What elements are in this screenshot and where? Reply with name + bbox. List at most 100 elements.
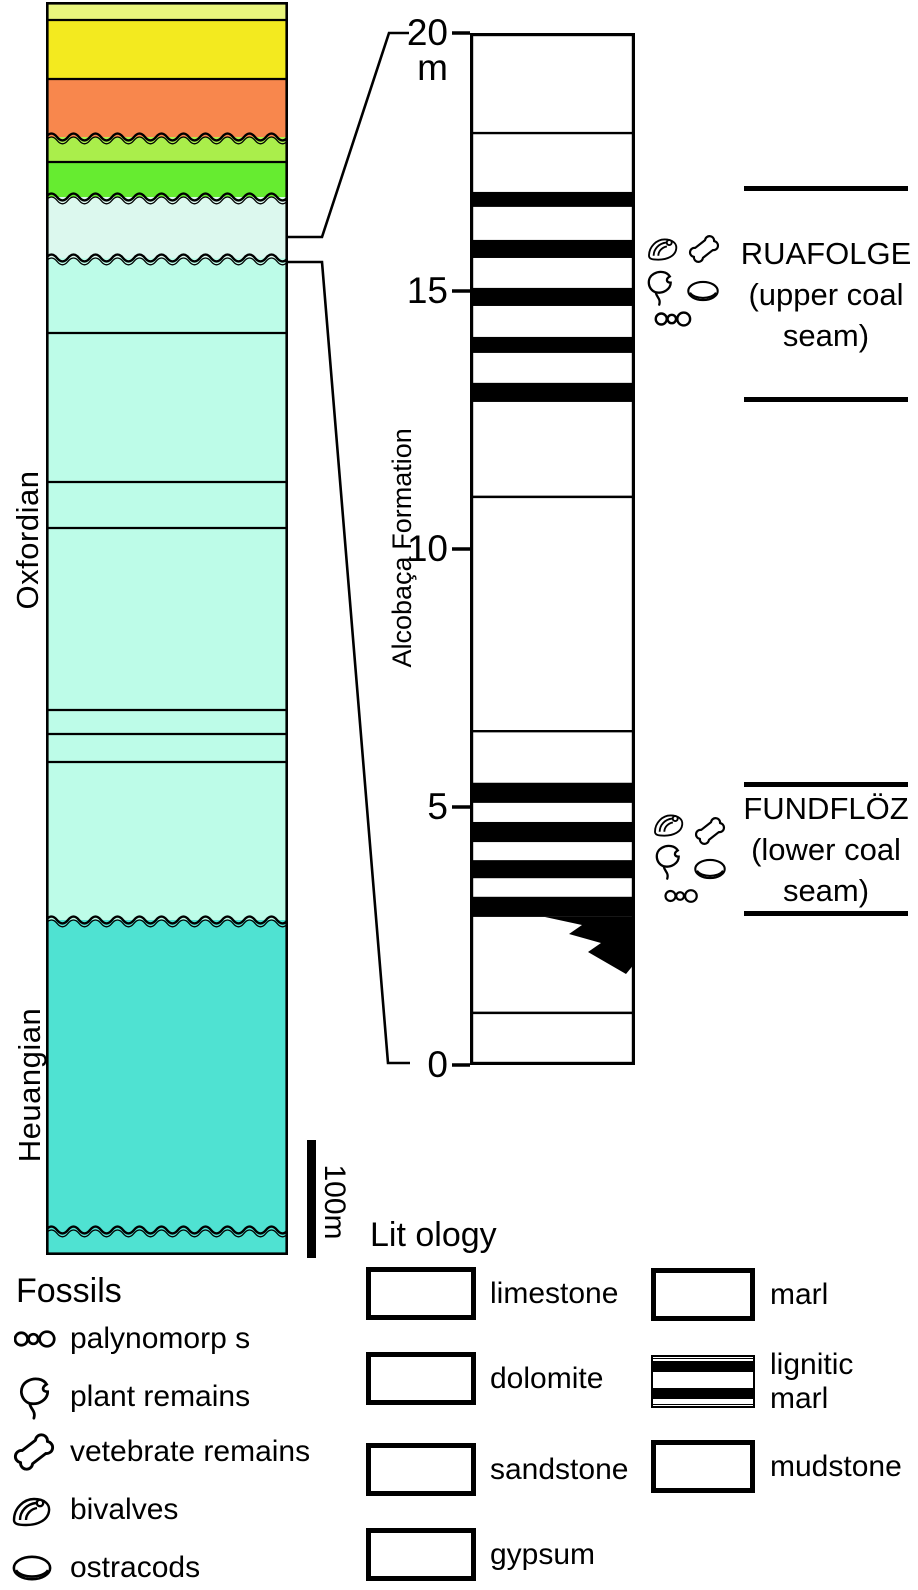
lithology-swatch-dolomite	[366, 1352, 476, 1405]
palynomorphs-icon	[662, 886, 704, 906]
palynomorphs-icon	[654, 308, 696, 330]
seam-bracket-bottom	[744, 397, 908, 402]
ostracod-icon	[684, 278, 722, 304]
lignite-band	[470, 860, 635, 879]
seam-annotation-upper: RUAFOLGE (upper coal seam)	[741, 186, 912, 402]
seam-subtitle: (upper coal seam)	[748, 276, 904, 353]
wavy-unconformity-echo-line	[46, 919, 288, 928]
seam-bracket-top	[744, 186, 908, 191]
bivalve-legend-icon	[6, 1492, 58, 1528]
lithology-legend-label: marl	[770, 1277, 829, 1311]
lithology-legend-label: gypsum	[490, 1537, 596, 1571]
axis-label-15m: 15	[406, 270, 448, 311]
formation-label: Alcobaça	[387, 556, 417, 668]
wavy-unconformity-echo-line	[46, 136, 288, 145]
lignite-band	[470, 382, 635, 402]
fossil-legend-label: plant remains	[70, 1380, 251, 1413]
stage-unit	[46, 920, 288, 1232]
swatch-hairline	[653, 1403, 753, 1406]
plant-icon	[646, 268, 676, 306]
detail-column-border	[470, 33, 635, 1065]
lithology-legend-label: dolomite	[490, 1361, 604, 1395]
stage-unit	[46, 710, 288, 736]
stage-unit	[46, 528, 288, 712]
stage-unit	[46, 197, 288, 260]
seam-text-lines: FUNDFLÖZ (lower coal seam)	[743, 788, 908, 911]
fossil-legend-label: palynomorp s	[70, 1322, 251, 1355]
ostracod-legend-icon	[8, 1552, 56, 1584]
stage-unit	[46, 137, 288, 164]
stage-label-heuangian: Heuangian	[12, 1007, 47, 1163]
plant-legend-icon	[18, 1374, 54, 1420]
wavy-unconformity-line	[46, 192, 288, 202]
lignite-band	[470, 336, 635, 353]
wavy-unconformity-line	[46, 253, 288, 263]
axis-label-10m: 10	[406, 528, 448, 569]
scale-bar-label: 100m	[318, 1164, 351, 1240]
stage-unit	[46, 79, 288, 139]
lignite-band	[470, 821, 635, 843]
stage-column-border	[46, 2, 288, 1255]
seam-text: FUNDFLÖZ (lower coal seam)	[743, 782, 908, 916]
lithology-legend-label: mudstone	[770, 1449, 902, 1483]
stage-unit	[46, 734, 288, 764]
lithology-swatch-marl	[651, 1268, 755, 1321]
lithology-legend-label: sandstone	[490, 1452, 629, 1486]
lignite-wedge	[545, 917, 635, 974]
stage-unit	[46, 762, 288, 922]
lithology-swatch-sandstone	[366, 1443, 476, 1496]
bone-icon	[686, 230, 722, 268]
lignite-band	[470, 782, 635, 803]
seam-title: RUAFOLGE	[740, 235, 912, 271]
detail-lithology-column	[470, 33, 635, 1065]
fossil-legend-title: Fossils	[16, 1272, 122, 1310]
seam-text: RUAFOLGE (upper coal seam)	[741, 186, 912, 402]
axis-unit-label: m	[417, 47, 448, 88]
seam-text-lines: RUAFOLGE (upper coal seam)	[741, 233, 912, 356]
bone-icon	[692, 812, 728, 850]
wavy-unconformity-line	[46, 915, 288, 925]
seam-title: FUNDFLÖZ	[743, 790, 909, 826]
swatch-stripe	[653, 1388, 753, 1399]
lithology-legend-label: limestone	[490, 1276, 619, 1310]
palynomorphs-legend-icon	[14, 1326, 60, 1352]
axis-label-20m: 20	[406, 12, 448, 53]
ostracod-icon	[692, 856, 728, 882]
lithology-swatch-limestone	[366, 1267, 476, 1320]
bivalve-icon	[644, 234, 682, 262]
seam-annotation-lower: FUNDFLÖZ (lower coal seam)	[743, 782, 909, 916]
lithology-legend-label: lignitic marl	[770, 1347, 854, 1415]
seam-subtitle: (lower coal seam)	[751, 831, 901, 908]
swatch-stripe	[653, 1361, 753, 1372]
lignite-band	[470, 287, 635, 306]
lignite-band	[470, 239, 635, 258]
lignite-band	[470, 191, 635, 207]
lithology-legend-title: Lit ology	[370, 1216, 497, 1254]
stage-label-oxfordian: Oxfordian	[10, 470, 45, 610]
lithology-swatch-lignitic-marl	[651, 1355, 755, 1408]
stage-unit	[46, 20, 288, 81]
seam-bracket-top	[744, 782, 908, 787]
plant-icon	[654, 842, 684, 880]
fossil-legend-label: ostracods	[70, 1551, 201, 1584]
wavy-unconformity-line	[46, 132, 288, 142]
stage-unit	[46, 482, 288, 530]
fossil-legend-label: vetebrate remains	[70, 1435, 311, 1468]
stage-unit	[46, 2, 288, 22]
lignite-band	[470, 896, 635, 917]
bivalve-icon	[650, 810, 688, 838]
seam-bracket-bottom	[744, 911, 908, 916]
bone-legend-icon	[8, 1428, 60, 1476]
lithology-swatch-mudstone	[651, 1440, 755, 1493]
stage-unit	[46, 258, 288, 335]
swatch-hairline	[653, 1357, 753, 1360]
wavy-unconformity-echo-line	[46, 196, 288, 205]
wavy-unconformity-echo-line	[46, 1229, 288, 1238]
wavy-unconformity-line	[46, 1225, 288, 1235]
lithology-swatch-gypsum	[366, 1528, 476, 1581]
fossil-legend-label: bivalves	[70, 1493, 179, 1526]
axis-label-0m: 0	[427, 1044, 448, 1085]
wavy-unconformity-echo-line	[46, 257, 288, 266]
scale-bar	[307, 1140, 316, 1258]
